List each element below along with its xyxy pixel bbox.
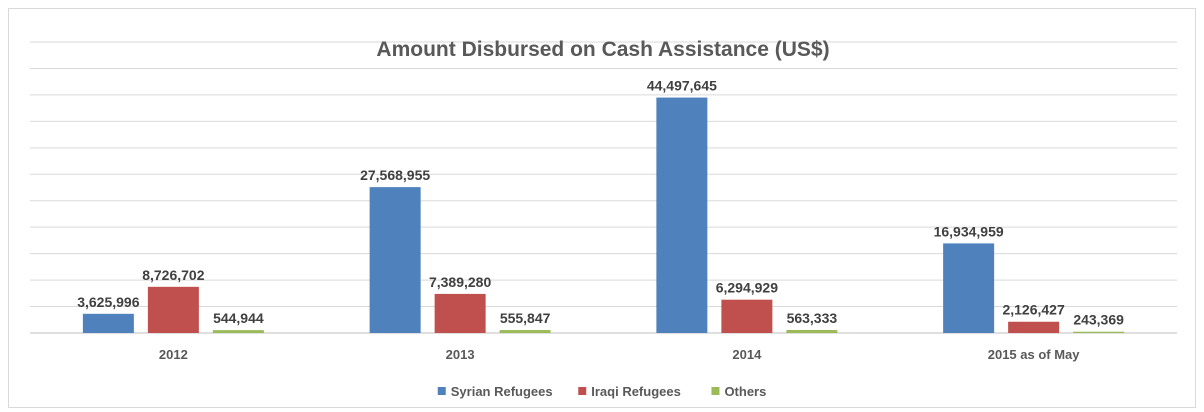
chart-frame: 3,625,996 8,726,702 544,944 27,568,955 7,389… (8, 8, 1196, 408)
data-label: 243,369 (1073, 312, 1124, 328)
bar-others (499, 330, 551, 333)
legend-swatch (437, 387, 446, 395)
bar-others (212, 330, 264, 333)
data-label: 544,944 (213, 310, 264, 326)
bar-iraqi-refugees (434, 293, 486, 333)
category-label: 2015 as of May (988, 347, 1081, 362)
bar-iraqi-refugees (147, 286, 199, 333)
bar-syrian-refugees (943, 243, 995, 333)
data-label: 2,126,427 (1002, 302, 1064, 318)
category-label: 2013 (446, 347, 475, 362)
data-label: 27,568,955 (360, 167, 430, 183)
legend-swatch (711, 387, 720, 395)
legend-label: Others (724, 384, 766, 399)
data-label: 555,847 (500, 310, 551, 326)
bar-syrian-refugees (82, 313, 134, 333)
gridlines (30, 41, 1177, 334)
data-label: 44,497,645 (647, 78, 717, 94)
bar-iraqi-refugees (721, 299, 773, 333)
data-label: 3,625,996 (77, 294, 139, 310)
legend-label: Iraqi Refugees (591, 384, 681, 399)
data-label: 7,389,280 (429, 274, 491, 290)
bar-others (1073, 331, 1125, 333)
bar-iraqi-refugees (1008, 321, 1060, 333)
legend-label: Syrian Refugees (451, 384, 553, 399)
data-label: 563,333 (787, 310, 838, 326)
bar-syrian-refugees (656, 97, 708, 333)
category-labels: 2012 2013 2014 2015 as of May (159, 347, 1080, 362)
legend-swatch (578, 387, 587, 395)
category-label: 2014 (732, 347, 762, 362)
bar-others (786, 330, 838, 333)
data-label: 6,294,929 (716, 280, 778, 296)
data-label: 16,934,959 (934, 223, 1004, 239)
chart-title: Amount Disbursed on Cash Assistance (US$… (376, 38, 829, 61)
data-label: 8,726,702 (142, 267, 204, 283)
category-label: 2012 (159, 347, 188, 362)
bar-syrian-refugees (369, 187, 421, 333)
legend: Syrian Refugees Iraqi Refugees Others (437, 384, 766, 399)
bars (82, 97, 1125, 333)
